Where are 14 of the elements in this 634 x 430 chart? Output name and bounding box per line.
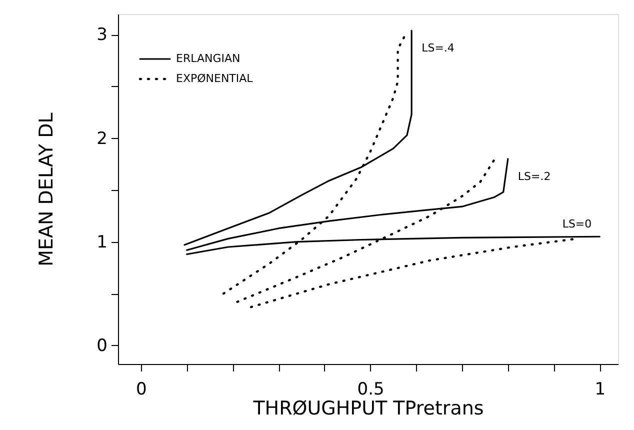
y-tick-label: 2 (96, 128, 108, 149)
y-tick-label: 3 (96, 25, 108, 46)
x-tick-label: 0.5 (357, 380, 384, 400)
x-tick-label: 0 (136, 380, 147, 400)
x-axis-title: THRØUGHPUT TPretrans (252, 398, 484, 420)
annotation: LS=.2 (518, 170, 551, 183)
y-tick-label: 0 (96, 336, 108, 356)
y-tick-label: 1 (96, 232, 108, 252)
legend-label: ERLANGIAN (176, 52, 240, 65)
x-tick-label: 1 (594, 380, 606, 400)
y-axis-title: MEAN DELAY DL (36, 112, 58, 266)
annotation: LS=0 (562, 218, 592, 231)
legend-label: EXPØNENTIAL (176, 72, 254, 85)
annotation: LS=.4 (422, 42, 454, 55)
